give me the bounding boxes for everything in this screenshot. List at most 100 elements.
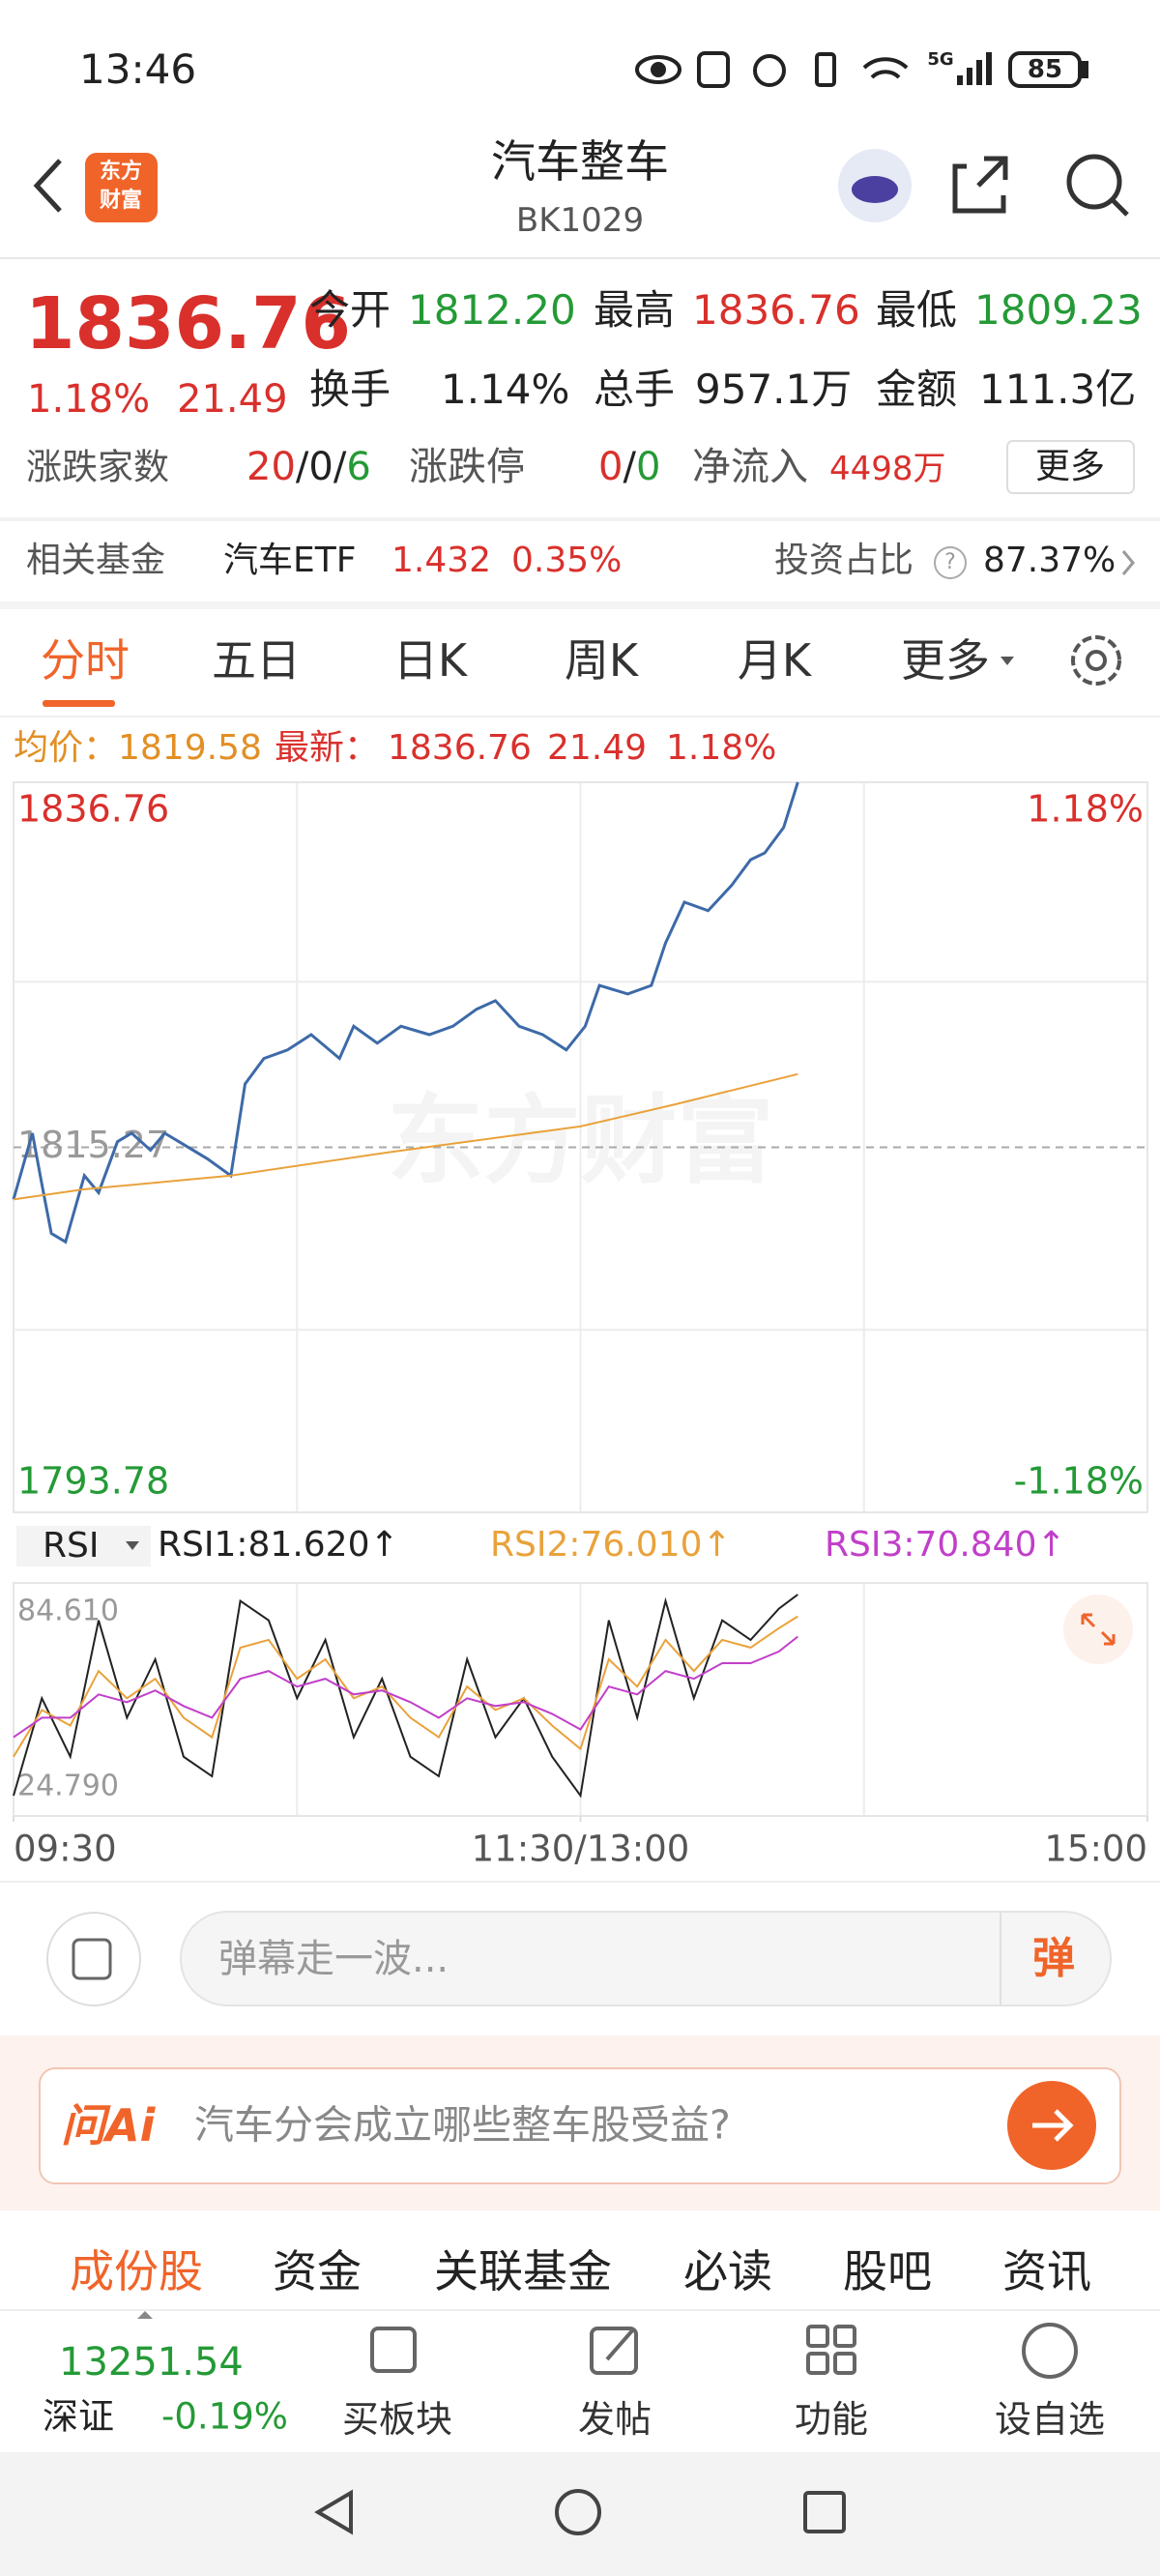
fund-name[interactable]: 汽车ETF <box>223 541 357 580</box>
latest-change-pct: 1.18% <box>666 728 777 768</box>
period-tab[interactable]: 更多 <box>901 634 990 687</box>
back-icon[interactable] <box>33 159 62 213</box>
status-time: 13:46 <box>79 45 197 93</box>
fund-change: 0.35% <box>511 541 623 580</box>
nav-icons <box>370 2323 1078 2379</box>
info-tab[interactable]: 关联基金 <box>434 2245 612 2298</box>
limit-down: 0 <box>635 445 661 489</box>
ai-box[interactable] <box>39 2067 1121 2184</box>
separator: / <box>623 445 636 489</box>
series-line <box>12 781 799 1244</box>
comment-input[interactable] <box>180 1911 1112 2006</box>
divider <box>0 601 1160 609</box>
help-icon[interactable] <box>934 546 967 579</box>
info-tab[interactable]: 股吧 <box>843 2245 932 2298</box>
dropdown-icon <box>126 1541 139 1550</box>
stat-value: 111.3亿 <box>979 366 1137 413</box>
watermark: 东方财富 <box>388 1084 774 1197</box>
danmaku-toggle[interactable] <box>46 1912 141 2006</box>
more-label[interactable]: 更多 <box>1034 447 1106 486</box>
change-pct: 1.18% <box>27 377 151 422</box>
fund-price: 1.432 <box>392 541 492 580</box>
series-line <box>13 1594 798 1799</box>
nav-label[interactable]: 功能 <box>794 2398 869 2441</box>
stat-value: 1.14% <box>441 366 570 413</box>
ai-question[interactable]: 汽车分会成立哪些整车股受益? <box>194 2101 731 2149</box>
search-icon[interactable] <box>1066 154 1129 217</box>
info-tab[interactable]: 资金 <box>273 2245 362 2298</box>
danmaku-icon <box>72 1938 112 1980</box>
legend-label: RSI2:76.010↑ <box>490 1525 732 1565</box>
separator: / <box>295 445 309 489</box>
latest-price: 1836.76 <box>388 728 532 768</box>
system-nav-icons[interactable] <box>314 2489 846 2535</box>
period-tab[interactable]: 日K <box>392 634 468 687</box>
stat-value: 1809.23 <box>974 286 1143 334</box>
network-type: 5G <box>927 49 954 70</box>
expand-button[interactable] <box>1063 1595 1133 1664</box>
share-icon[interactable] <box>952 156 1008 214</box>
last-price: 1836.76 <box>25 282 352 366</box>
tab-underline <box>43 700 115 707</box>
stat-value: 1812.20 <box>408 286 576 334</box>
indicator-select[interactable] <box>16 1526 151 1566</box>
indicator-name[interactable]: RSI <box>43 1526 100 1566</box>
stat-label: 总手 <box>594 366 676 413</box>
ai-brand: 问Ai <box>61 2099 156 2152</box>
y2-tick-label: 1.18% <box>1027 788 1144 831</box>
arrow-icon <box>1032 2109 1074 2142</box>
stat-label: 今开 <box>309 286 392 334</box>
latest-change: 21.49 <box>547 728 648 768</box>
period-tab[interactable]: 五日 <box>212 634 301 687</box>
logo-bg <box>85 153 158 222</box>
nav-label[interactable]: 发帖 <box>577 2398 652 2441</box>
index-name[interactable]: 深证 <box>43 2395 114 2438</box>
stat-label: 最低 <box>876 286 958 334</box>
stat-value: 1836.76 <box>692 286 860 334</box>
latest-label: 最新： <box>275 728 380 768</box>
y-tick-label: 1836.76 <box>17 788 169 831</box>
legend-label: RSI3:70.840↑ <box>825 1525 1066 1565</box>
nav-label[interactable]: 设自选 <box>994 2398 1106 2441</box>
legend-label: RSI1:81.620↑ <box>158 1525 399 1565</box>
caret-icon <box>137 2311 153 2319</box>
down-count: 6 <box>346 445 371 489</box>
expand-icon <box>1081 1613 1116 1646</box>
page-title: 汽车整车 <box>491 135 669 188</box>
settings-icon[interactable] <box>1071 635 1121 686</box>
period-tab[interactable]: 月K <box>737 634 812 687</box>
chevron <box>1121 550 1135 575</box>
info-tab[interactable]: 资讯 <box>1002 2245 1091 2298</box>
more-button[interactable] <box>1006 440 1135 494</box>
help-mark: ? <box>944 550 956 574</box>
dropdown-icon <box>1000 657 1014 665</box>
nav-label[interactable]: 买板块 <box>341 2398 453 2441</box>
limit-label: 涨跌停 <box>409 445 525 489</box>
system-nav <box>0 2452 1160 2576</box>
limit-up: 0 <box>598 445 624 489</box>
up-count: 20 <box>246 445 296 489</box>
period-tab[interactable]: 分时 <box>41 634 130 687</box>
page-code: BK1029 <box>515 201 645 240</box>
index-change[interactable]: -0.19% <box>161 2395 288 2438</box>
info-tab[interactable]: 成份股 <box>70 2245 203 2298</box>
y-tick-label: 1793.78 <box>17 1460 169 1503</box>
comment-placeholder[interactable]: 弹幕走一波... <box>218 1937 450 1981</box>
info-tab[interactable]: 必读 <box>683 2245 772 2298</box>
ratio: 87.37% <box>983 541 1116 580</box>
period-tab[interactable]: 周K <box>564 634 639 687</box>
logo-text: 东方 <box>99 160 143 184</box>
index-value[interactable]: 13251.54 <box>59 2340 244 2385</box>
limit: 0/0 <box>598 448 660 486</box>
series-line <box>13 1072 798 1201</box>
flat-count: 0 <box>308 445 334 489</box>
series-line <box>13 1635 798 1739</box>
stat-label: 金额 <box>876 366 958 413</box>
breadth: 20/0/6 <box>246 448 371 486</box>
x-tick-label: 09:30 <box>14 1829 117 1870</box>
danmaku-button[interactable]: 弹 <box>1032 1934 1075 1983</box>
y-tick-label: 84.610 <box>17 1595 119 1628</box>
inflow: 4498万 <box>829 450 946 488</box>
